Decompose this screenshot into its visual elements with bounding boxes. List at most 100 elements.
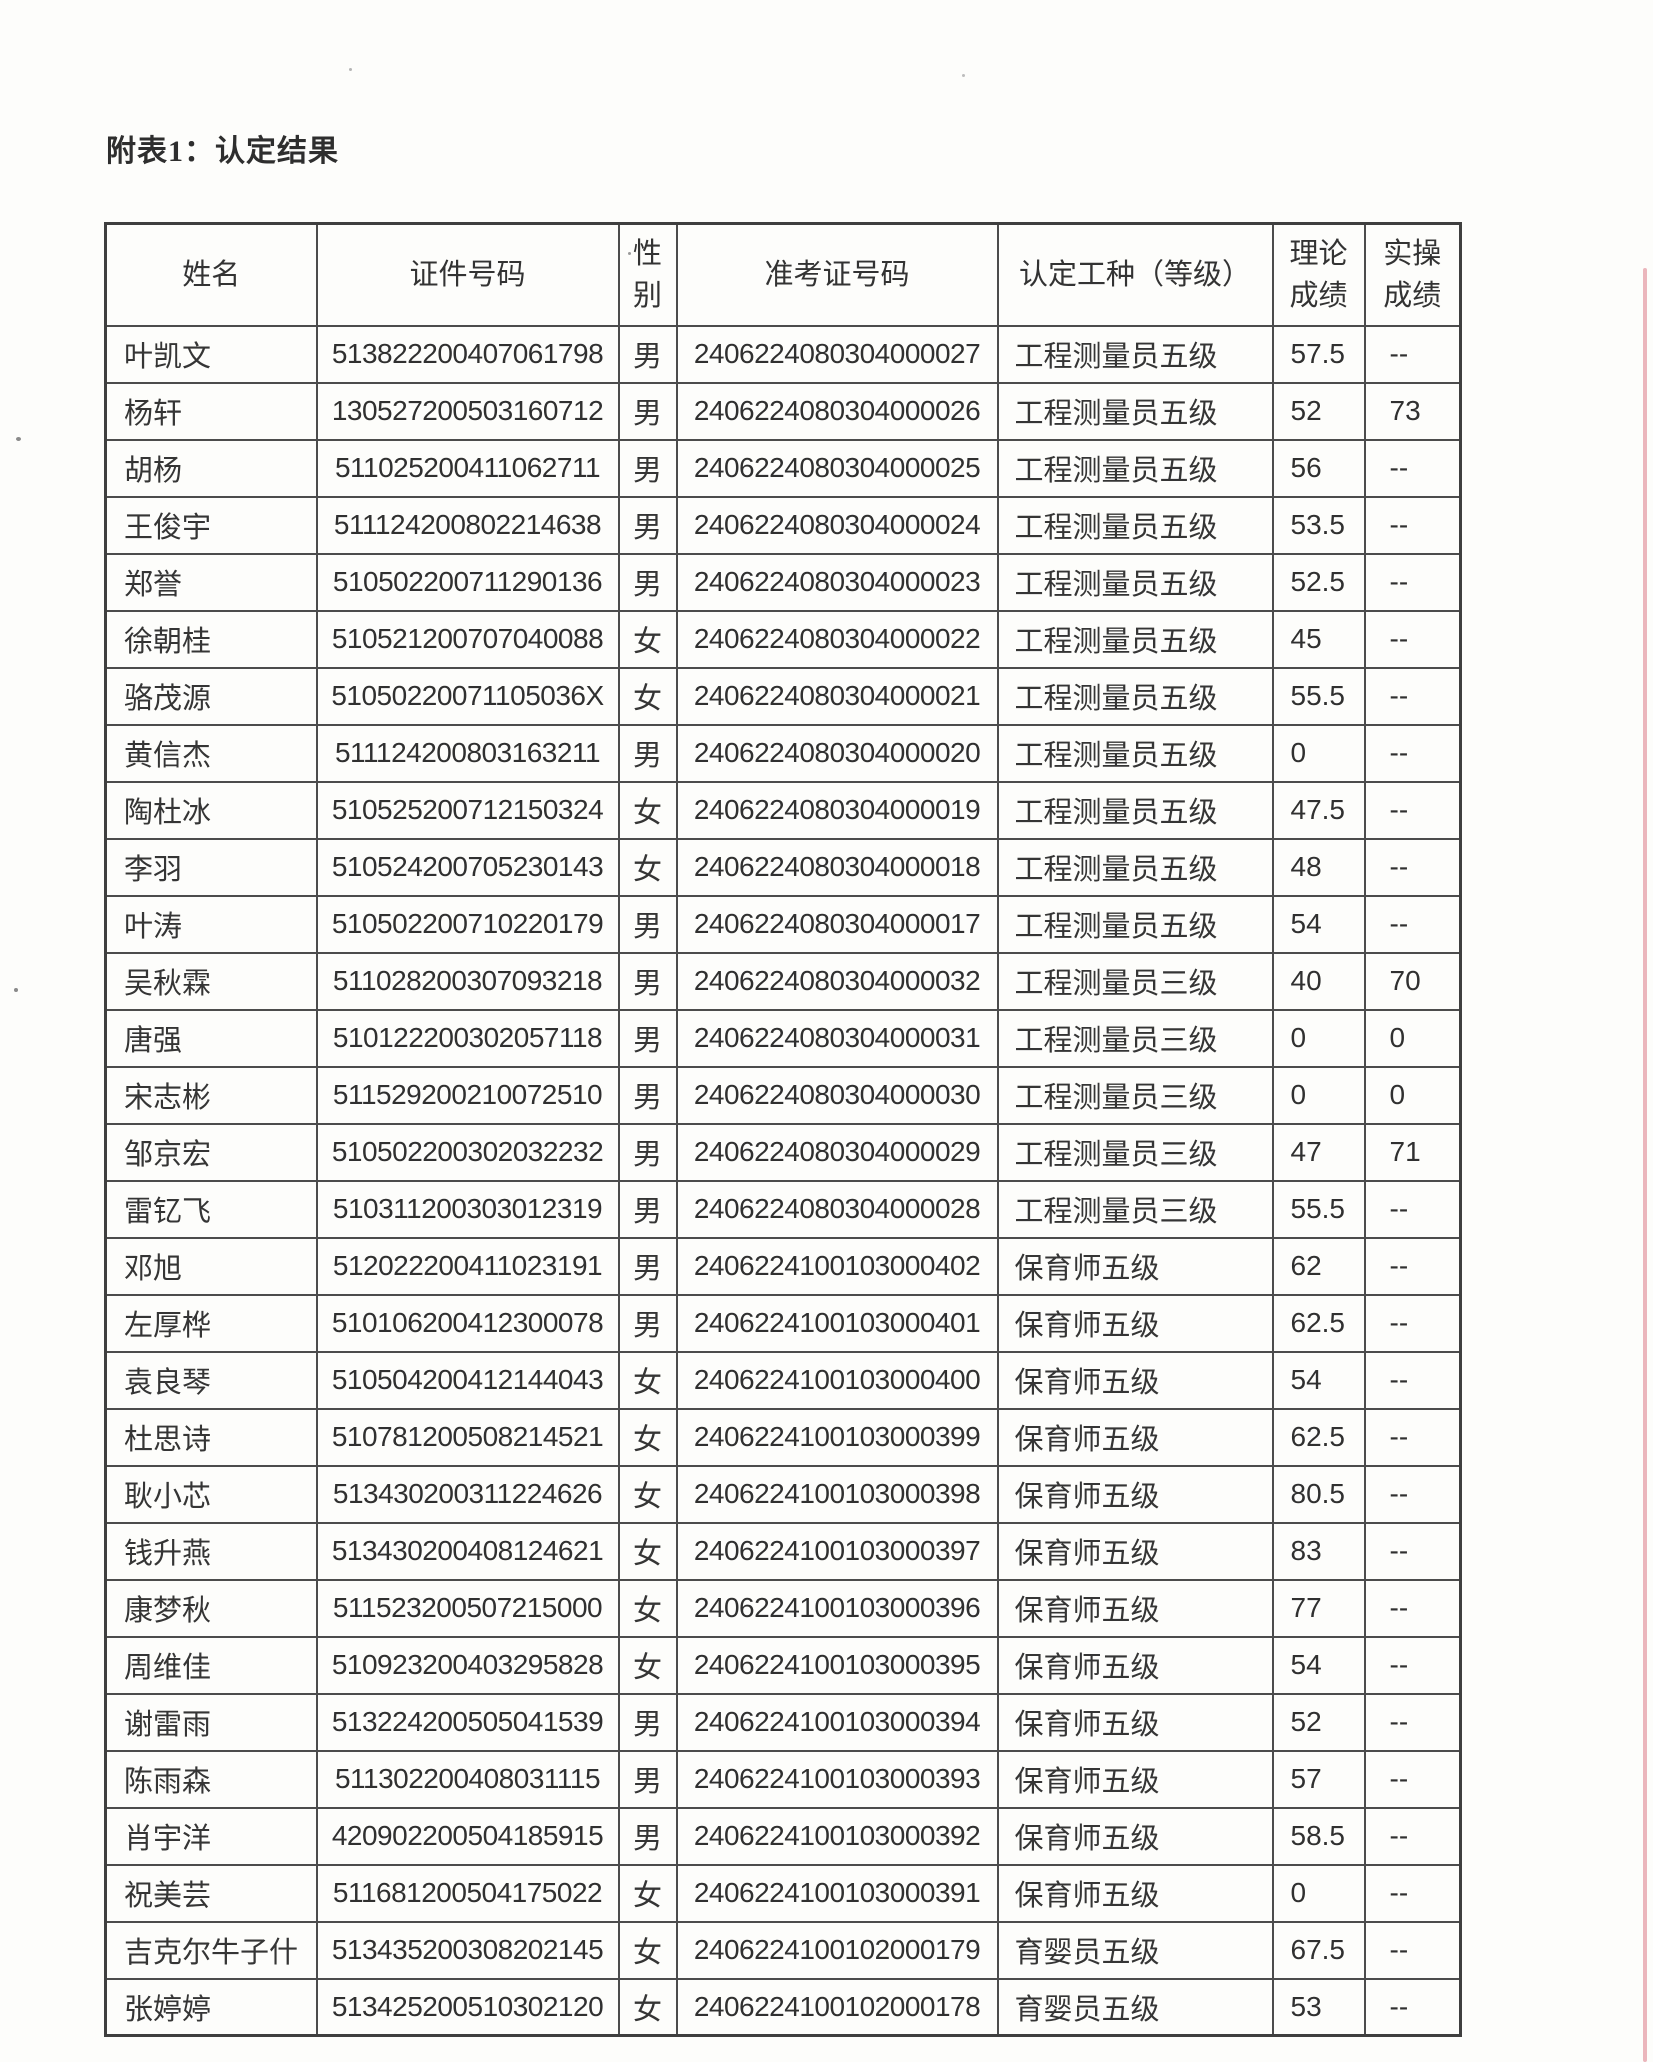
cell-name: 祝美芸 [104, 1863, 318, 1923]
table-row: 左厚桦 510106200412300078 男 240622410010300040… [104, 1293, 1462, 1353]
cell-practical-score: -- [1363, 1578, 1462, 1638]
col-header-admission-number: 准考证号码 [675, 222, 999, 327]
cell-admission-number: 2406224080304000028 [675, 1179, 999, 1239]
cell-admission-number: 2406224080304000030 [675, 1065, 999, 1125]
cell-id-number: 513425200510302120 [315, 1977, 620, 2037]
cell-admission-number: 2406224100103000391 [675, 1863, 999, 1923]
cell-admission-number: 2406224080304000017 [675, 894, 999, 954]
cell-occupation: 保育师五级 [996, 1806, 1274, 1866]
cell-name: 谢雷雨 [104, 1692, 318, 1752]
cell-theory-score: 83 [1271, 1521, 1366, 1581]
table-row: 肖宇洋 420902200504185915 男 240622410010300039… [104, 1806, 1462, 1866]
cell-admission-number: 2406224100103000395 [675, 1635, 999, 1695]
cell-occupation: 保育师五级 [996, 1521, 1274, 1581]
cell-name: 叶涛 [104, 894, 318, 954]
cell-admission-number: 2406224100103000396 [675, 1578, 999, 1638]
cell-name: 唐强 [104, 1008, 318, 1068]
cell-name: 肖宇洋 [104, 1806, 318, 1866]
cell-theory-score: 67.5 [1271, 1920, 1366, 1980]
table-row: 吴秋霖 511028200307093218 男 240622408030400003… [104, 951, 1462, 1011]
cell-id-number: 51050220071105036X [315, 666, 620, 726]
cell-id-number: 510781200508214521 [315, 1407, 620, 1467]
cell-gender: 男 [617, 1236, 678, 1296]
table-row: 李羽 510524200705230143 女 2406224080304000018… [104, 837, 1462, 897]
cell-theory-score: 0 [1271, 723, 1366, 783]
cell-gender: 男 [617, 552, 678, 612]
cell-id-number: 511124200803163211 [315, 723, 620, 783]
cell-occupation: 工程测量员五级 [996, 324, 1274, 384]
header-row: 姓名 证件号码 性别 准考证号码 认定工种（等级） 理论成绩 实操成绩 [104, 222, 1462, 327]
cell-name: 陶杜冰 [104, 780, 318, 840]
cell-name: 左厚桦 [104, 1293, 318, 1353]
table-row: 张婷婷 513425200510302120 女 240622410010200017… [104, 1977, 1462, 2037]
cell-id-number: 510502200710220179 [315, 894, 620, 954]
cell-gender: 男 [617, 723, 678, 783]
cell-practical-score: -- [1363, 1806, 1462, 1866]
cell-gender: 男 [617, 1749, 678, 1809]
cell-occupation: 保育师五级 [996, 1293, 1274, 1353]
cell-practical-score: -- [1363, 1521, 1462, 1581]
cell-admission-number: 2406224100102000178 [675, 1977, 999, 2037]
scan-speck [16, 437, 21, 441]
cell-id-number: 510524200705230143 [315, 837, 620, 897]
cell-name: 邹京宏 [104, 1122, 318, 1182]
cell-practical-score: 73 [1363, 381, 1462, 441]
cell-occupation: 工程测量员五级 [996, 495, 1274, 555]
cell-gender: 男 [617, 894, 678, 954]
cell-practical-score: 0 [1363, 1008, 1462, 1068]
cell-occupation: 保育师五级 [996, 1350, 1274, 1410]
cell-gender: 男 [617, 1065, 678, 1125]
table-row: 祝美芸 511681200504175022 女 240622410010300039… [104, 1863, 1462, 1923]
cell-gender: 女 [617, 666, 678, 726]
cell-name: 耿小芯 [104, 1464, 318, 1524]
cell-id-number: 510502200302032232 [315, 1122, 620, 1182]
cell-practical-score: -- [1363, 1920, 1462, 1980]
cell-occupation: 工程测量员三级 [996, 1065, 1274, 1125]
cell-gender: 男 [617, 495, 678, 555]
cell-name: 雷钇飞 [104, 1179, 318, 1239]
cell-name: 宋志彬 [104, 1065, 318, 1125]
cell-name: 李羽 [104, 837, 318, 897]
cell-occupation: 工程测量员五级 [996, 894, 1274, 954]
cell-theory-score: 62.5 [1271, 1407, 1366, 1467]
table-row: 袁良琴 510504200412144043 女 240622410010300040… [104, 1350, 1462, 1410]
cell-name: 黄信杰 [104, 723, 318, 783]
cell-theory-score: 57.5 [1271, 324, 1366, 384]
cell-admission-number: 2406224080304000023 [675, 552, 999, 612]
cell-practical-score: -- [1363, 1749, 1462, 1809]
table-row: 周维佳 510923200403295828 女 240622410010300039… [104, 1635, 1462, 1695]
table-row: 宋志彬 511529200210072510 男 240622408030400003… [104, 1065, 1462, 1125]
cell-theory-score: 48 [1271, 837, 1366, 897]
cell-id-number: 511025200411062711 [315, 438, 620, 498]
cell-theory-score: 55.5 [1271, 1179, 1366, 1239]
cell-gender: 男 [617, 1692, 678, 1752]
cell-admission-number: 2406224100102000179 [675, 1920, 999, 1980]
cell-gender: 女 [617, 1407, 678, 1467]
cell-id-number: 513430200408124621 [315, 1521, 620, 1581]
cell-id-number: 512022200411023191 [315, 1236, 620, 1296]
cell-occupation: 工程测量员五级 [996, 381, 1274, 441]
cell-occupation: 保育师五级 [996, 1749, 1274, 1809]
cell-name: 杜思诗 [104, 1407, 318, 1467]
cell-theory-score: 47.5 [1271, 780, 1366, 840]
cell-occupation: 工程测量员三级 [996, 1122, 1274, 1182]
table-row: 陶杜冰 510525200712150324 女 240622408030400001… [104, 780, 1462, 840]
cell-occupation: 育婴员五级 [996, 1977, 1274, 2037]
cell-id-number: 510504200412144043 [315, 1350, 620, 1410]
cell-practical-score: -- [1363, 666, 1462, 726]
cell-admission-number: 2406224080304000032 [675, 951, 999, 1011]
cell-practical-score: -- [1363, 438, 1462, 498]
cell-practical-score: 71 [1363, 1122, 1462, 1182]
cell-id-number: 511523200507215000 [315, 1578, 620, 1638]
cell-gender: 男 [617, 1806, 678, 1866]
cell-gender: 男 [617, 1293, 678, 1353]
table-row: 王俊宇 511124200802214638 男 240622408030400002… [104, 495, 1462, 555]
col-header-id-number: 证件号码 [315, 222, 620, 327]
cell-gender: 女 [617, 1578, 678, 1638]
cell-admission-number: 2406224080304000020 [675, 723, 999, 783]
cell-admission-number: 2406224080304000027 [675, 324, 999, 384]
cell-admission-number: 2406224080304000021 [675, 666, 999, 726]
cell-id-number: 510122200302057118 [315, 1008, 620, 1068]
col-header-theory-score: 理论成绩 [1271, 222, 1366, 327]
